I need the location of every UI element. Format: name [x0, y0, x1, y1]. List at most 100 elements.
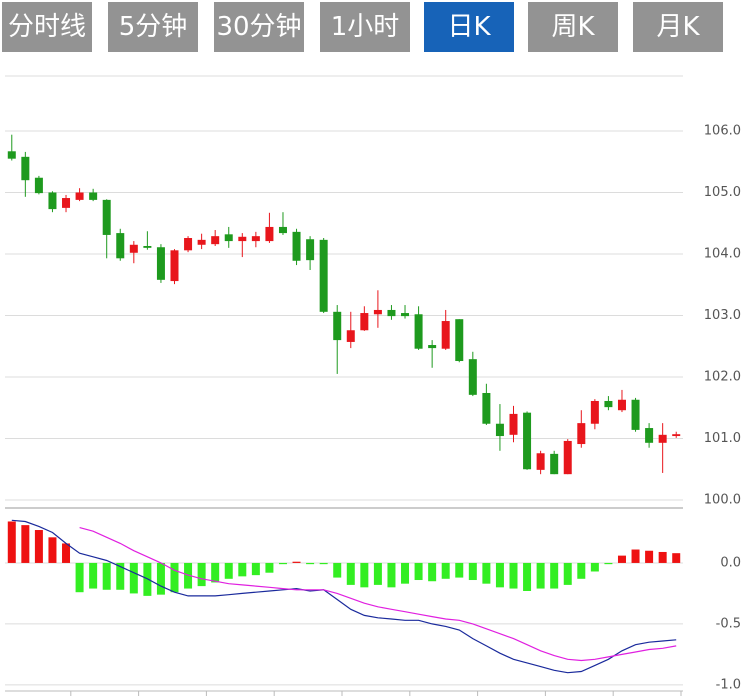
macd-bar [7, 521, 16, 563]
tab[interactable]: 月K [633, 2, 723, 52]
candle-body [617, 399, 626, 411]
macd-bar [21, 525, 30, 563]
candle-body [658, 434, 667, 443]
macd-line [79, 527, 677, 662]
candle-body [224, 234, 233, 242]
tab[interactable]: 1小时 [320, 2, 410, 52]
macd-bar [89, 562, 98, 589]
macd-bar [360, 562, 369, 588]
candle-body [238, 236, 247, 242]
candle-body [360, 313, 369, 331]
candle-body [102, 199, 111, 235]
candle-body [414, 314, 423, 349]
candle-body [156, 247, 165, 280]
candle-body [645, 428, 654, 443]
macd-bar [292, 561, 301, 563]
macd-bar [645, 550, 654, 563]
candle-body [116, 233, 125, 259]
tab[interactable]: 30分钟 [214, 2, 304, 52]
macd-bar [550, 562, 559, 589]
y-tick-label: -1.0 [716, 677, 741, 692]
macd-bar [265, 562, 274, 573]
macd-bar [631, 549, 640, 563]
macd-bar [455, 562, 464, 578]
macd-bar [482, 562, 491, 584]
macd-bar [401, 562, 410, 584]
macd-bar [319, 562, 328, 565]
macd-bar [604, 562, 613, 565]
macd-bar [495, 562, 504, 588]
macd-bar [278, 562, 287, 565]
macd-bar [333, 562, 342, 578]
macd-bar [238, 562, 247, 577]
candle-body [89, 192, 98, 200]
y-tick-label: 101.0 [704, 431, 741, 446]
candle-body [428, 345, 437, 349]
candle-body [401, 313, 410, 317]
candle-body [468, 359, 477, 395]
macd-bar [441, 562, 450, 579]
tab[interactable]: 日K [424, 2, 514, 52]
macd-bar [617, 555, 626, 563]
macd-line [11, 519, 677, 674]
macd-bar [346, 562, 355, 585]
macd-bar [387, 562, 396, 588]
macd-bar [116, 562, 125, 590]
candle-body [319, 239, 328, 312]
macd-bar [306, 562, 315, 565]
candle-body [34, 177, 43, 194]
candle-body [62, 198, 71, 208]
macd-bar [428, 562, 437, 582]
macd-bar [672, 553, 681, 563]
candle-body [21, 156, 30, 181]
candle-body [604, 400, 613, 408]
candle-body [251, 236, 260, 242]
candle-body [265, 226, 274, 242]
tab[interactable]: 分时线 [2, 2, 92, 52]
tab[interactable]: 周K [528, 2, 618, 52]
candle-body [590, 400, 599, 424]
y-tick-label: 105.0 [704, 185, 741, 200]
macd-bar [184, 562, 193, 589]
y-tick-label: 103.0 [704, 308, 741, 323]
candle-body [170, 250, 179, 282]
macd-bar [102, 562, 111, 590]
candle-body [346, 330, 355, 342]
macd-bar [156, 562, 165, 595]
candle-body [129, 244, 138, 253]
candle-body [7, 151, 16, 159]
macd-bar [34, 530, 43, 563]
y-tick-label: 106.0 [704, 124, 741, 139]
macd-bar [590, 562, 599, 572]
macd-bar [658, 551, 667, 563]
candle-body [306, 239, 315, 261]
y-tick-label: 100.0 [704, 493, 741, 508]
macd-bar [224, 562, 233, 579]
macd-bar [75, 562, 84, 593]
candle-body [441, 321, 450, 349]
candle-body [292, 231, 301, 261]
macd-bar [197, 562, 206, 587]
candle-body [563, 440, 572, 475]
candle-body [509, 413, 518, 435]
candle-body [577, 423, 586, 445]
candle-body [495, 423, 504, 437]
macd-bar [129, 562, 138, 594]
candle-body [455, 319, 464, 362]
macd-bar [170, 562, 179, 593]
macd-bar [536, 562, 545, 589]
macd-bar [414, 562, 423, 581]
tab[interactable]: 5分钟 [108, 2, 198, 52]
candle-body [278, 226, 287, 234]
macd-bar [577, 562, 586, 579]
macd-bar [468, 562, 477, 581]
macd-bar [523, 562, 532, 591]
candle-body [197, 239, 206, 245]
candle-body [482, 392, 491, 424]
macd-bar [211, 562, 220, 583]
candle-body [631, 399, 640, 430]
macd-bar [509, 562, 518, 589]
candle-body [184, 238, 193, 251]
tab-bar: 分时线 5分钟 30分钟 1小时 日K 周K 月K [0, 0, 751, 56]
